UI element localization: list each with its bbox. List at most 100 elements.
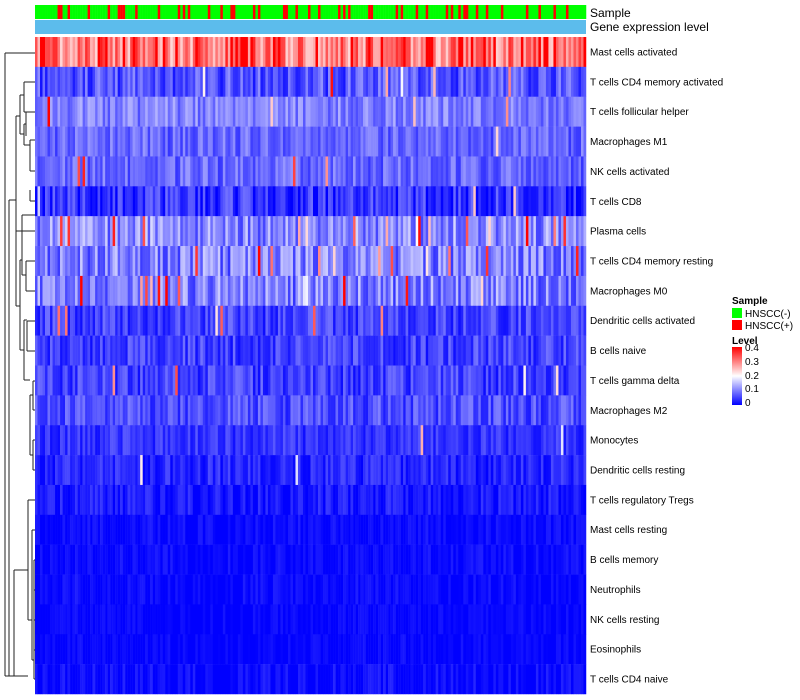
- heatmap-cell: [395, 305, 399, 336]
- heatmap-cell: [172, 216, 176, 247]
- heatmap-cell: [525, 126, 529, 157]
- heatmap-cell: [245, 275, 249, 307]
- heatmap-cell: [535, 216, 539, 247]
- heatmap-cell: [195, 335, 199, 366]
- heatmap-cell: [160, 335, 163, 366]
- heatmap-cell: [285, 305, 289, 336]
- heatmap-cell: [540, 156, 544, 187]
- heatmap-cell: [80, 275, 83, 307]
- heatmap-cell: [440, 275, 444, 307]
- heatmap-cell: [175, 574, 178, 605]
- heatmap-cell: [413, 455, 416, 486]
- heatmap-cell: [385, 634, 389, 665]
- heatmap-cell: [165, 216, 168, 247]
- heatmap-cell: [290, 395, 294, 426]
- heatmap-cell: [565, 126, 569, 157]
- heatmap-cell: [548, 305, 552, 336]
- heatmap-cell: [485, 455, 489, 486]
- heatmap-cell: [157, 186, 161, 217]
- heatmap-cell: [102, 126, 106, 157]
- heatmap-cell: [315, 425, 319, 456]
- heatmap-cell: [85, 246, 88, 277]
- heatmap-cell: [410, 126, 414, 157]
- heatmap-cell: [92, 544, 96, 575]
- heatmap-cell: [110, 604, 113, 635]
- heatmap-cell: [503, 455, 507, 486]
- heatmap-cell: [190, 574, 194, 605]
- heatmap-cell: [247, 126, 251, 157]
- heatmap-cell: [480, 395, 484, 426]
- heatmap-cell: [438, 484, 441, 516]
- heatmap-cell: [40, 335, 43, 366]
- heatmap-cell: [435, 246, 439, 277]
- heatmap-cell: [250, 634, 254, 665]
- heatmap-cell: [162, 156, 166, 187]
- heatmap-cell: [72, 514, 76, 545]
- heatmap-cell: [202, 246, 206, 277]
- heatmap-cell: [60, 126, 63, 157]
- heatmap-cell: [97, 126, 101, 157]
- heatmap-cell: [222, 305, 226, 336]
- heatmap-cell: [435, 604, 439, 635]
- heatmap-cell: [408, 574, 411, 605]
- heatmap-cell: [207, 156, 211, 187]
- heatmap-cell: [568, 66, 572, 97]
- heatmap-cell: [573, 514, 577, 545]
- heatmap-cell: [220, 246, 224, 277]
- heatmap-cell: [305, 126, 309, 157]
- heatmap-cell: [508, 96, 512, 127]
- heatmap-cell: [380, 455, 384, 486]
- heatmap-cell: [247, 604, 251, 635]
- heatmap-cell: [202, 574, 206, 605]
- heatmap-cell: [245, 37, 249, 68]
- heatmap-cell: [550, 634, 554, 665]
- sample-annotation-cell: [513, 5, 517, 19]
- heatmap-cell: [175, 484, 178, 516]
- heatmap-cell: [563, 544, 567, 575]
- heatmap-cell: [165, 66, 168, 97]
- heatmap-cell: [177, 574, 181, 605]
- heatmap-cell: [348, 186, 351, 217]
- heatmap-cell: [503, 126, 507, 157]
- heatmap-cell: [513, 574, 517, 605]
- heatmap-cell: [165, 574, 168, 605]
- heatmap-cell: [180, 455, 184, 486]
- heatmap-cell: [155, 275, 158, 307]
- sample-annotation-cell: [197, 5, 201, 19]
- heatmap-cell: [413, 305, 416, 336]
- heatmap-cell: [197, 455, 201, 486]
- heatmap-cell: [220, 37, 224, 68]
- heatmap-cell: [302, 634, 306, 665]
- heatmap-cell: [560, 156, 564, 187]
- heatmap-cell: [277, 156, 281, 187]
- heatmap-cell: [525, 335, 529, 366]
- heatmap-cell: [373, 634, 376, 665]
- heatmap-cell: [323, 66, 326, 97]
- heatmap-cell: [275, 634, 279, 665]
- heatmap-cell: [135, 186, 138, 217]
- sample-annotation-cell: [77, 5, 81, 19]
- heatmap-cell: [130, 634, 133, 665]
- heatmap-cell: [235, 514, 239, 545]
- heatmap-cell: [195, 664, 199, 695]
- heatmap-cell: [127, 365, 131, 396]
- heatmap-cell: [508, 484, 512, 516]
- heatmap-cell: [172, 425, 176, 456]
- heatmap-cell: [297, 126, 301, 157]
- heatmap-cell: [247, 425, 251, 456]
- heatmap-cell: [285, 365, 289, 396]
- heatmap-cell: [230, 634, 234, 665]
- heatmap-cell: [100, 275, 103, 307]
- heatmap-cell: [463, 186, 467, 217]
- heatmap-cell: [320, 216, 324, 247]
- heatmap-cell: [42, 305, 46, 336]
- heatmap-cell: [202, 37, 206, 68]
- heatmap-cell: [117, 305, 121, 336]
- heatmap-cell: [493, 246, 497, 277]
- heatmap-cell: [565, 365, 569, 396]
- heatmap-cell: [302, 275, 306, 307]
- sample-annotation-cell: [147, 5, 151, 19]
- heatmap-cell: [147, 664, 151, 695]
- heatmap-cell: [555, 156, 559, 187]
- heatmap-cell: [340, 66, 344, 97]
